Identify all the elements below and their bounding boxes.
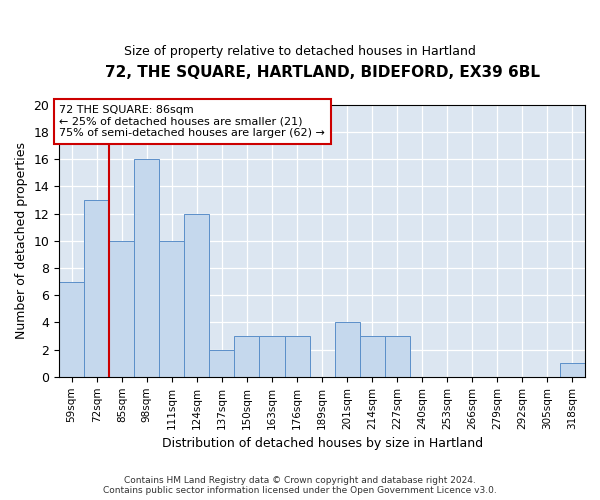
Y-axis label: Number of detached properties: Number of detached properties bbox=[15, 142, 28, 340]
Bar bbox=[184, 214, 209, 377]
Bar bbox=[84, 200, 109, 377]
Bar bbox=[359, 336, 385, 377]
Bar bbox=[284, 336, 310, 377]
Bar bbox=[160, 241, 184, 377]
Bar bbox=[335, 322, 359, 377]
Bar bbox=[109, 241, 134, 377]
Text: Contains HM Land Registry data © Crown copyright and database right 2024.
Contai: Contains HM Land Registry data © Crown c… bbox=[103, 476, 497, 495]
X-axis label: Distribution of detached houses by size in Hartland: Distribution of detached houses by size … bbox=[161, 437, 482, 450]
Bar bbox=[59, 282, 84, 377]
Bar bbox=[235, 336, 259, 377]
Bar bbox=[385, 336, 410, 377]
Text: 72 THE SQUARE: 86sqm
← 25% of detached houses are smaller (21)
75% of semi-detac: 72 THE SQUARE: 86sqm ← 25% of detached h… bbox=[59, 105, 325, 138]
Text: Size of property relative to detached houses in Hartland: Size of property relative to detached ho… bbox=[124, 45, 476, 58]
Bar bbox=[209, 350, 235, 377]
Bar bbox=[560, 363, 585, 377]
Title: 72, THE SQUARE, HARTLAND, BIDEFORD, EX39 6BL: 72, THE SQUARE, HARTLAND, BIDEFORD, EX39… bbox=[104, 65, 539, 80]
Bar bbox=[134, 159, 160, 377]
Bar bbox=[259, 336, 284, 377]
